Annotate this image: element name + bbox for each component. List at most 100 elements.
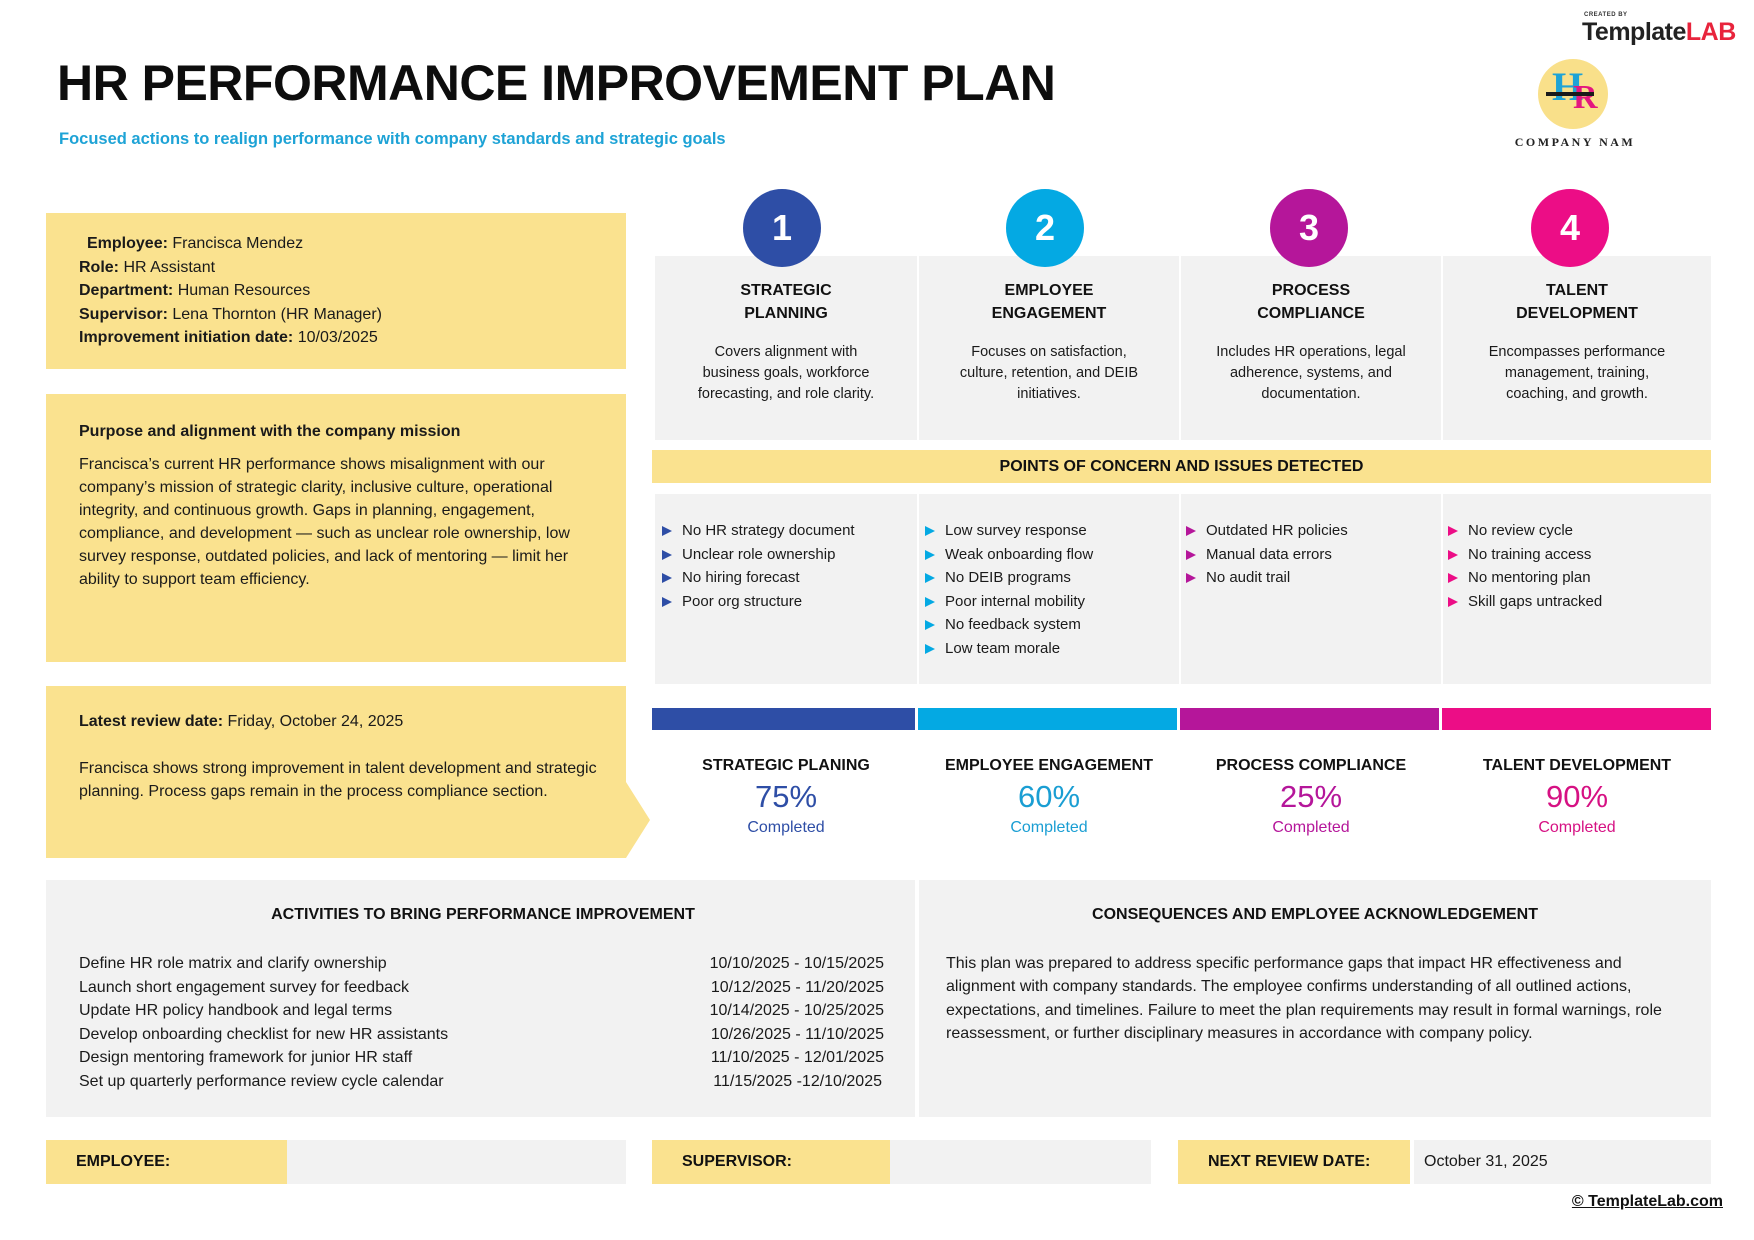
area-card: STRATEGIC PLANNING Covers alignment with …: [655, 256, 917, 440]
concern-item: Low survey response: [925, 519, 1179, 543]
activity-row: Design mentoring framework for junior HR…: [79, 1046, 884, 1070]
role-line: Role: HR Assistant: [79, 256, 382, 280]
copyright-link[interactable]: © TemplateLab.com: [1571, 1193, 1723, 1210]
concern-item: Manual data errors: [1186, 543, 1441, 567]
concern-item: No HR strategy document: [662, 519, 917, 543]
review-text: Francisca shows strong improvement in ta…: [79, 759, 597, 800]
activity-dates: 11/10/2025 - 12/01/2025: [710, 1049, 884, 1067]
area-card: PROCESS COMPLIANCE Includes HR operations…: [1181, 256, 1441, 440]
bullet-triangle-icon: [925, 526, 935, 536]
area-title: TALENT DEVELOPMENT: [1516, 282, 1638, 322]
progress-label: Completed: [1010, 819, 1088, 836]
concern-item: Weak onboarding flow: [925, 543, 1179, 567]
brand-created-by: CREATED BY: [1584, 12, 1628, 18]
concerns-heading: POINTS OF CONCERN AND ISSUES DETECTED: [652, 450, 1711, 483]
concern-item: Poor internal mobility: [925, 590, 1179, 614]
logo-letter-h: H: [1552, 64, 1584, 109]
progress-value: 75%: [754, 779, 818, 814]
purpose-heading: Purpose and alignment with the company m…: [79, 423, 461, 440]
employee-signature-field[interactable]: [287, 1140, 626, 1184]
info-value: 10/03/2025: [297, 329, 378, 346]
logo-strike-line: [1546, 92, 1594, 96]
concern-item: Low team morale: [925, 637, 1179, 661]
bullet-triangle-icon: [925, 643, 935, 654]
supervisor-signature-field[interactable]: [890, 1140, 1151, 1184]
progress-label: Completed: [1538, 819, 1616, 836]
concern-column: No review cycle No training access No me…: [1443, 494, 1711, 684]
area-title: EMPLOYEE ENGAGEMENT: [991, 282, 1107, 322]
bullet-triangle-icon: [1448, 596, 1458, 607]
employee-signature-label: EMPLOYEE:: [46, 1140, 327, 1184]
bullet-triangle-icon: [1186, 549, 1196, 560]
initiation-date-line: Improvement initiation date: 10/03/2025: [79, 326, 382, 350]
area-description: Covers alignment with business goals, wo…: [697, 344, 875, 402]
progress-label: Completed: [1272, 819, 1350, 836]
area-number-badge: 3: [1270, 189, 1348, 267]
concern-item: No mentoring plan: [1448, 566, 1711, 590]
color-strip-compliance: [1180, 708, 1439, 730]
concern-item: No hiring forecast: [662, 566, 917, 590]
concern-item: No review cycle: [1448, 519, 1711, 543]
activity-task: Develop onboarding checklist for new HR …: [79, 1025, 449, 1043]
bullet-triangle-icon: [662, 596, 672, 607]
concern-item: Unclear role ownership: [662, 543, 917, 567]
activity-dates: 10/12/2025 - 11/20/2025: [710, 978, 884, 996]
bullet-triangle-icon: [662, 573, 672, 584]
progress-value: 25%: [1279, 779, 1343, 814]
bullet-triangle-icon: [925, 620, 935, 631]
progress-title: EMPLOYEE ENGAGEMENT: [944, 757, 1154, 774]
progress-label: Completed: [747, 819, 825, 836]
activity-task: Update HR policy handbook and legal term…: [79, 1002, 393, 1020]
activity-dates: 10/26/2025 - 11/10/2025: [710, 1025, 884, 1043]
activity-task: Define HR role matrix and clarify owners…: [79, 955, 387, 972]
progress-item: PROCESS COMPLIANCE 25% Completed: [1181, 757, 1441, 837]
activity-task: Design mentoring framework for junior HR…: [79, 1049, 413, 1067]
consequences-heading: CONSEQUENCES AND EMPLOYEE ACKNOWLEDGEMEN…: [1092, 906, 1538, 923]
consequences-text: This plan was prepared to address specif…: [946, 955, 1662, 1042]
concern-item: Skill gaps untracked: [1448, 590, 1711, 614]
templatelab-logo[interactable]: CREATED BY TemplateLAB: [1582, 12, 1736, 46]
supervisor-signature-label: SUPERVISOR:: [652, 1140, 909, 1184]
company-logo: H R: [1538, 59, 1608, 129]
concern-column: Outdated HR policies Manual data errors …: [1181, 494, 1441, 684]
review-date-line: Latest review date: Friday, October 24, …: [79, 713, 404, 730]
activity-task: Launch short engagement survey for feedb…: [79, 978, 409, 996]
activity-row: Update HR policy handbook and legal term…: [79, 999, 884, 1023]
next-review-date-field[interactable]: October 31, 2025: [1414, 1140, 1711, 1184]
page-title: HR PERFORMANCE IMPROVEMENT PLAN: [57, 55, 1056, 111]
color-strip-strategic: [652, 708, 915, 730]
progress-value: 90%: [1545, 779, 1609, 814]
bullet-triangle-icon: [1448, 549, 1458, 560]
concern-column: No HR strategy document Unclear role own…: [655, 494, 917, 684]
concern-item: No training access: [1448, 543, 1711, 567]
logo-letter-r: R: [1573, 79, 1598, 116]
next-review-label: NEXT REVIEW DATE:: [1178, 1140, 1410, 1184]
info-value: Lena Thornton (HR Manager): [172, 305, 382, 323]
activity-row: Define HR role matrix and clarify owners…: [79, 952, 884, 976]
review-box-shape: [46, 686, 650, 858]
activity-row: Develop onboarding checklist for new HR …: [79, 1023, 884, 1047]
info-value: HR Assistant: [123, 258, 216, 276]
progress-item: EMPLOYEE ENGAGEMENT 60% Completed: [919, 757, 1179, 837]
progress-item: STRATEGIC PLANING 75% Completed: [655, 757, 917, 837]
department-line: Department: Human Resources: [79, 279, 382, 303]
progress-title: STRATEGIC PLANING: [702, 757, 870, 774]
area-description: Includes HR operations, legal adherence,…: [1216, 344, 1406, 402]
info-value: Human Resources: [177, 282, 311, 299]
activity-dates: 10/10/2025 - 10/15/2025: [709, 955, 884, 972]
area-description: Focuses on satisfaction, culture, retent…: [959, 344, 1139, 402]
activities-section: ACTIVITIES TO BRING PERFORMANCE IMPROVEM…: [46, 880, 915, 1117]
activities-heading: ACTIVITIES TO BRING PERFORMANCE IMPROVEM…: [271, 906, 695, 923]
progress-value: 60%: [1017, 779, 1081, 814]
info-label: Employee:: [87, 235, 168, 252]
area-card: TALENT DEVELOPMENT Encompasses performanc…: [1443, 256, 1711, 440]
area-number-badge: 2: [1006, 189, 1084, 267]
area-card: EMPLOYEE ENGAGEMENT Focuses on satisfacti…: [919, 256, 1179, 440]
consequences-section: CONSEQUENCES AND EMPLOYEE ACKNOWLEDGEMEN…: [919, 880, 1711, 1117]
progress-title: PROCESS COMPLIANCE: [1215, 757, 1407, 774]
progress-title: TALENT DEVELOPMENT: [1482, 757, 1672, 774]
concern-item: No DEIB programs: [925, 566, 1179, 590]
bullet-triangle-icon: [1186, 573, 1196, 584]
bullet-triangle-icon: [1186, 526, 1196, 536]
activity-dates: 10/14/2025 - 10/25/2025: [709, 1002, 884, 1020]
